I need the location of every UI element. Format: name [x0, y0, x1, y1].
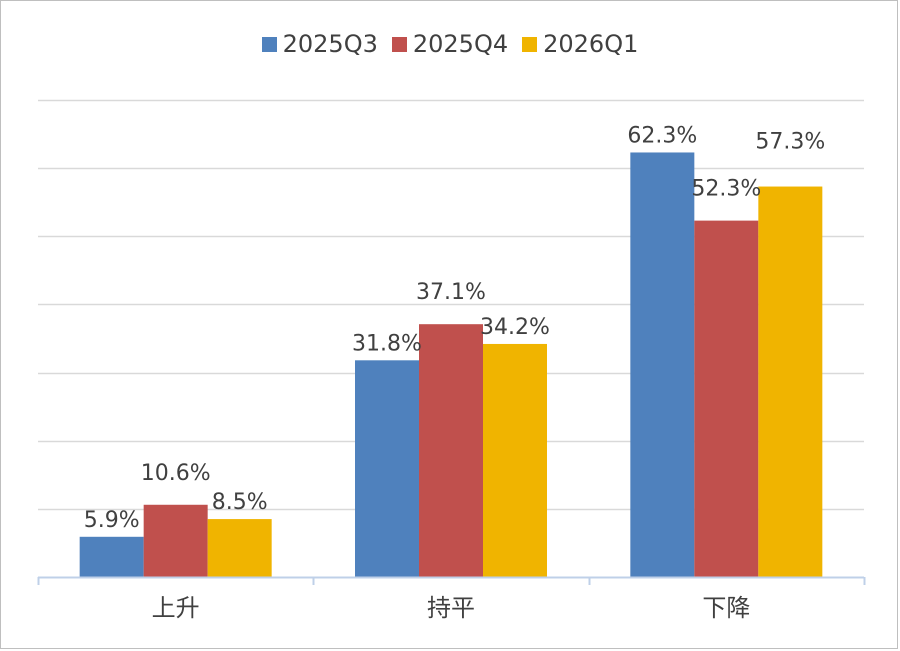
- legend-item-series-3: 2026Q1: [522, 30, 638, 58]
- legend-item-series-1: 2025Q3: [261, 30, 378, 58]
- data-label: 52.3%: [691, 177, 761, 202]
- bar-2-3: [694, 220, 759, 577]
- bar-3-3: [758, 186, 823, 577]
- bar-1-2: [355, 360, 419, 577]
- data-label: 31.8%: [352, 331, 422, 356]
- x-tick-label: 下降: [702, 594, 750, 622]
- x-tick-label: 上升: [152, 594, 200, 622]
- data-label: 10.6%: [141, 461, 211, 486]
- data-label: 37.1%: [416, 280, 486, 305]
- data-label: 62.3%: [627, 123, 697, 148]
- data-label: 8.5%: [212, 490, 268, 515]
- legend-item-series-2: 2025Q4: [391, 30, 509, 58]
- bar-2-1: [143, 504, 208, 577]
- data-labels: 5.9%10.6%8.5% 31.8% 37.1% 34.2% 62.3% 52.3% 57…: [84, 123, 826, 532]
- legend-label-series-2: 2025Q4: [412, 30, 509, 58]
- chart-legend: 2025Q3 2025Q4 2026Q1: [0, 28, 900, 60]
- legend-label-series-1: 2025Q3: [282, 30, 378, 58]
- data-label: 34.2%: [480, 315, 550, 340]
- x-axis: 上升 持平 下降: [37, 576, 866, 622]
- legend-swatch-series-1: [261, 36, 277, 52]
- bar-1-3: [630, 152, 695, 577]
- data-label: 57.3%: [755, 130, 825, 155]
- data-label: 5.9%: [84, 508, 140, 533]
- bar-3-1: [207, 519, 272, 577]
- bar-1-1: [79, 536, 144, 577]
- bars: [79, 152, 823, 577]
- bar-2-2: [419, 324, 483, 577]
- x-tick-label: 持平: [427, 594, 475, 622]
- legend-swatch-series-3: [522, 36, 538, 52]
- legend-label-series-3: 2026Q1: [543, 30, 639, 58]
- bar-3-2: [483, 343, 547, 577]
- legend-swatch-series-2: [391, 36, 407, 52]
